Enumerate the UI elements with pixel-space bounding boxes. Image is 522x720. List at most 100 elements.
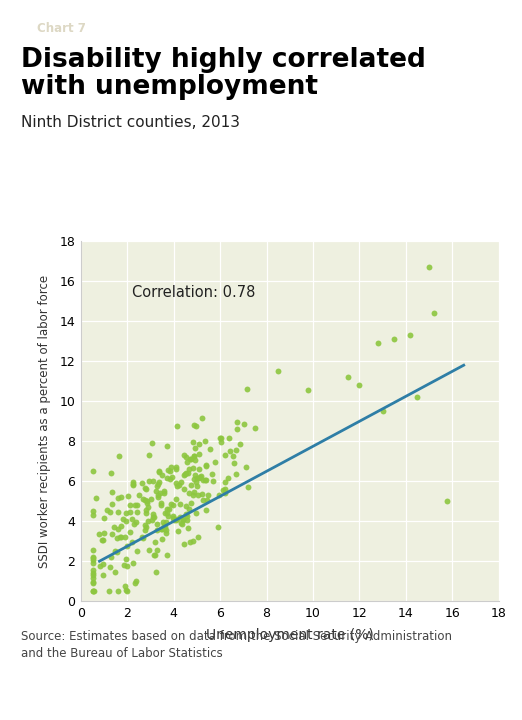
Point: [132, 516, 140, 528]
Point: [196, 470, 205, 482]
Point: [186, 536, 195, 548]
Point: [129, 480, 137, 491]
Point: [113, 506, 122, 518]
Point: [148, 514, 156, 526]
Point: [159, 485, 168, 497]
Point: [204, 489, 212, 500]
Point: [123, 490, 132, 502]
Point: [159, 487, 168, 499]
Point: [216, 432, 224, 444]
Point: [141, 508, 150, 519]
Point: [242, 462, 250, 473]
Point: [113, 532, 121, 544]
Point: [129, 557, 138, 569]
Point: [114, 492, 122, 503]
Point: [188, 436, 197, 448]
Point: [88, 577, 97, 589]
Point: [186, 453, 195, 464]
Point: [151, 536, 159, 548]
Point: [154, 479, 162, 490]
Point: [406, 330, 414, 341]
Point: [233, 423, 241, 435]
Point: [99, 569, 108, 580]
Point: [88, 585, 97, 597]
Text: Source: Estimates based on data from the Social Security Administration
and the : Source: Estimates based on data from the…: [21, 630, 452, 660]
Point: [141, 519, 149, 531]
Point: [129, 518, 138, 530]
Point: [152, 485, 161, 497]
Point: [161, 521, 169, 533]
Point: [98, 559, 106, 570]
Point: [184, 467, 193, 479]
Point: [197, 412, 206, 423]
Point: [162, 528, 171, 539]
Point: [182, 500, 191, 512]
Point: [183, 510, 191, 521]
Point: [217, 436, 225, 448]
Point: [113, 546, 121, 557]
Point: [167, 498, 175, 510]
Point: [176, 512, 184, 523]
Point: [195, 438, 204, 449]
Point: [160, 523, 168, 535]
Point: [123, 541, 132, 552]
Point: [243, 383, 252, 395]
Point: [110, 521, 118, 533]
Point: [355, 379, 363, 391]
Point: [122, 516, 130, 527]
Point: [176, 498, 184, 510]
Point: [117, 491, 125, 503]
Point: [152, 480, 161, 492]
Point: [111, 566, 120, 577]
Point: [378, 405, 387, 417]
Text: Disability highly correlated
with unemployment: Disability highly correlated with unempl…: [21, 47, 426, 100]
Point: [177, 476, 185, 487]
Point: [88, 510, 97, 521]
Point: [88, 465, 97, 477]
Point: [189, 490, 197, 501]
Point: [190, 450, 198, 462]
Point: [188, 536, 197, 547]
Point: [155, 465, 163, 477]
Point: [215, 490, 223, 501]
Point: [231, 444, 240, 456]
Point: [139, 533, 148, 544]
Point: [143, 497, 151, 508]
Point: [163, 508, 171, 519]
Point: [221, 477, 229, 488]
Point: [154, 492, 162, 503]
Point: [141, 521, 150, 533]
Point: [128, 536, 136, 547]
Point: [121, 532, 129, 544]
Point: [274, 366, 282, 377]
Point: [149, 510, 158, 522]
Point: [192, 507, 200, 518]
Point: [108, 528, 116, 540]
Point: [185, 463, 193, 474]
Point: [128, 513, 136, 524]
Point: [107, 467, 115, 479]
Point: [121, 508, 129, 519]
Point: [165, 473, 174, 485]
Point: [114, 450, 123, 462]
Point: [191, 443, 199, 454]
Point: [129, 478, 137, 490]
Point: [121, 580, 129, 592]
Point: [163, 550, 172, 562]
Point: [180, 483, 188, 495]
Point: [180, 538, 188, 549]
Point: [125, 506, 134, 518]
Point: [88, 557, 97, 569]
Point: [148, 437, 157, 449]
Point: [157, 523, 165, 534]
Point: [251, 422, 259, 433]
Point: [159, 520, 168, 531]
Point: [90, 585, 98, 597]
Point: [177, 517, 185, 528]
Point: [189, 462, 197, 474]
Point: [233, 416, 241, 428]
Point: [425, 261, 433, 273]
Point: [202, 461, 210, 472]
Point: [89, 505, 97, 517]
Point: [195, 448, 204, 459]
